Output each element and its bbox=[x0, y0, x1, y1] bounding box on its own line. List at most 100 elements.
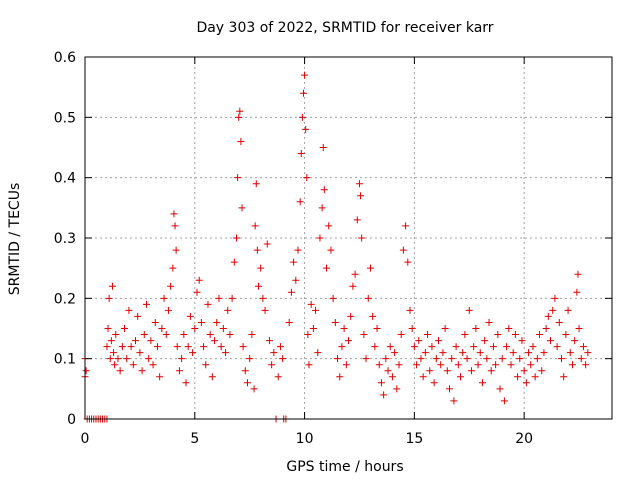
data-point bbox=[485, 318, 493, 326]
data-point bbox=[298, 113, 306, 121]
data-point bbox=[118, 343, 126, 351]
data-point bbox=[236, 107, 244, 115]
data-point bbox=[138, 367, 146, 375]
data-point bbox=[410, 343, 418, 351]
data-point bbox=[297, 150, 305, 158]
data-point bbox=[404, 258, 412, 266]
data-point bbox=[235, 113, 243, 121]
data-point bbox=[164, 306, 172, 314]
data-point bbox=[377, 379, 385, 387]
data-point bbox=[564, 306, 572, 314]
data-point bbox=[305, 361, 313, 369]
data-point bbox=[108, 282, 116, 290]
data-point bbox=[243, 379, 251, 387]
data-point bbox=[467, 367, 475, 375]
y-tick-label: 0.3 bbox=[54, 231, 76, 247]
data-point bbox=[254, 282, 262, 290]
data-point bbox=[252, 180, 260, 188]
data-point bbox=[487, 367, 495, 375]
data-point bbox=[270, 349, 278, 357]
data-point bbox=[104, 325, 112, 332]
data-point bbox=[105, 294, 113, 302]
data-point bbox=[500, 397, 508, 405]
data-point bbox=[459, 349, 467, 357]
data-point bbox=[439, 349, 447, 357]
data-point bbox=[474, 361, 482, 369]
data-point bbox=[509, 349, 517, 357]
data-point bbox=[568, 361, 576, 369]
data-point bbox=[320, 186, 328, 194]
data-point bbox=[391, 349, 399, 357]
data-point bbox=[175, 367, 183, 375]
data-point bbox=[388, 373, 396, 381]
data-point bbox=[140, 331, 148, 339]
data-point bbox=[106, 355, 114, 363]
data-point bbox=[452, 343, 460, 351]
data-point bbox=[430, 379, 438, 387]
data-point bbox=[408, 325, 416, 332]
data-point bbox=[382, 355, 390, 363]
x-tick-label: 15 bbox=[405, 431, 423, 447]
data-point bbox=[219, 325, 227, 332]
data-point bbox=[134, 312, 142, 320]
data-point bbox=[402, 222, 410, 230]
data-point bbox=[573, 288, 581, 296]
data-point bbox=[419, 373, 427, 381]
data-point bbox=[525, 349, 533, 357]
data-point bbox=[327, 246, 335, 254]
data-point bbox=[287, 288, 295, 296]
data-point bbox=[107, 337, 115, 345]
data-point bbox=[516, 355, 524, 363]
data-point bbox=[369, 312, 377, 320]
data-point bbox=[312, 306, 320, 314]
x-tick-label: 5 bbox=[190, 431, 199, 447]
data-point bbox=[204, 300, 212, 308]
data-point bbox=[531, 373, 539, 381]
data-point bbox=[547, 337, 555, 345]
data-point bbox=[323, 264, 331, 272]
data-point bbox=[237, 137, 245, 145]
data-point bbox=[261, 306, 269, 314]
data-point bbox=[158, 325, 166, 332]
data-point bbox=[103, 343, 111, 351]
data-point bbox=[253, 246, 261, 254]
data-point bbox=[384, 367, 392, 375]
data-point bbox=[193, 288, 201, 296]
data-point bbox=[415, 337, 423, 345]
data-point bbox=[355, 180, 363, 188]
data-point bbox=[211, 337, 219, 345]
data-point bbox=[202, 361, 210, 369]
data-point bbox=[470, 343, 478, 351]
y-tick-label: 0.1 bbox=[54, 352, 76, 368]
data-point bbox=[241, 367, 249, 375]
data-point bbox=[574, 270, 582, 278]
y-tick-label: 0.2 bbox=[54, 291, 76, 307]
data-point bbox=[189, 349, 197, 357]
data-point bbox=[184, 343, 192, 351]
data-point bbox=[182, 379, 190, 387]
data-point bbox=[123, 355, 131, 363]
data-point bbox=[230, 258, 238, 266]
data-point bbox=[421, 349, 429, 357]
data-point bbox=[191, 325, 199, 332]
data-point bbox=[494, 331, 502, 339]
data-point bbox=[257, 264, 265, 272]
data-point bbox=[127, 343, 135, 351]
data-point bbox=[358, 234, 366, 242]
data-point bbox=[180, 331, 188, 339]
data-point bbox=[443, 367, 451, 375]
data-point bbox=[393, 385, 401, 393]
data-point bbox=[349, 282, 357, 290]
x-tick-label: 0 bbox=[81, 431, 90, 447]
data-point bbox=[555, 318, 563, 326]
data-point bbox=[413, 361, 421, 369]
data-point bbox=[318, 204, 326, 212]
data-point bbox=[213, 318, 221, 326]
data-point bbox=[248, 331, 256, 339]
data-point bbox=[380, 391, 388, 399]
data-point bbox=[571, 337, 579, 345]
data-point bbox=[577, 355, 585, 363]
data-point bbox=[465, 306, 473, 314]
data-point bbox=[454, 361, 462, 369]
data-point bbox=[463, 355, 471, 363]
